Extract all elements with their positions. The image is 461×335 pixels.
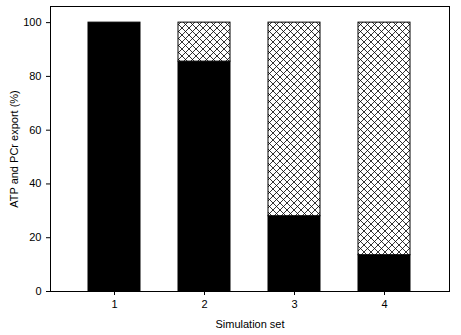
svg-text:80: 80 [29,70,41,82]
svg-text:4: 4 [381,298,387,310]
svg-text:ATP and PCr export (%): ATP and PCr export (%) [8,90,20,208]
svg-text:Simulation set: Simulation set [215,318,284,330]
svg-text:40: 40 [29,177,41,189]
svg-text:60: 60 [29,124,41,136]
svg-text:20: 20 [29,231,41,243]
svg-text:1: 1 [111,298,117,310]
svg-text:0: 0 [35,285,41,297]
svg-text:3: 3 [291,298,297,310]
svg-text:2: 2 [201,298,207,310]
svg-text:100: 100 [23,16,41,28]
